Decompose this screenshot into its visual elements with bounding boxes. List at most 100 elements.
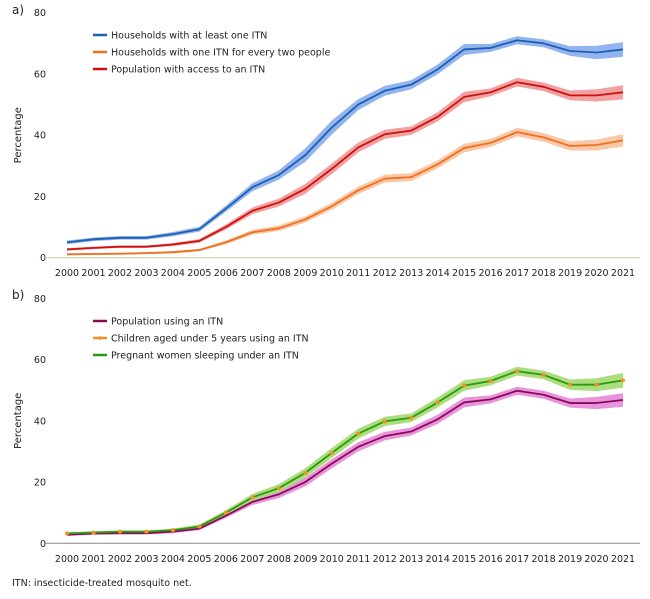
series-line-3 bbox=[66, 370, 624, 535]
x-tick-label: 2013 bbox=[399, 268, 423, 279]
data-point bbox=[541, 372, 546, 377]
panel-label: b) bbox=[12, 288, 24, 302]
y-tick-label: 40 bbox=[34, 131, 46, 142]
x-tick-label: 2011 bbox=[346, 268, 370, 279]
x-tick-label: 2016 bbox=[479, 554, 503, 565]
x-tick-label: 2017 bbox=[505, 268, 529, 279]
data-point bbox=[515, 369, 520, 374]
x-tick-label: 2018 bbox=[531, 268, 555, 279]
legend-item: Households with one ITN for every two pe… bbox=[93, 48, 330, 59]
data-point bbox=[170, 528, 175, 533]
x-tick-label: 2002 bbox=[108, 554, 132, 565]
data-point bbox=[435, 400, 440, 405]
x-tick-label: 2007 bbox=[240, 554, 264, 565]
x-tick-label: 2017 bbox=[505, 554, 529, 565]
legend-label: Population using an ITN bbox=[111, 317, 223, 328]
data-point bbox=[197, 524, 202, 529]
y-tick-label: 0 bbox=[40, 539, 46, 550]
legend-item: Population using an ITN bbox=[93, 317, 223, 328]
x-tick-label: 2005 bbox=[187, 268, 211, 279]
x-tick-label: 2019 bbox=[558, 268, 582, 279]
x-tick-label: 2001 bbox=[81, 554, 105, 565]
data-point bbox=[91, 530, 96, 535]
x-tick-label: 2021 bbox=[611, 268, 635, 279]
legend-label: Children aged under 5 years using an ITN bbox=[111, 334, 309, 345]
data-point bbox=[65, 531, 69, 536]
x-tick-label: 2003 bbox=[134, 554, 158, 565]
x-tick-label: 2015 bbox=[452, 268, 476, 279]
x-tick-label: 2005 bbox=[187, 554, 211, 565]
x-tick-label: 2009 bbox=[293, 554, 317, 565]
y-tick-label: 40 bbox=[34, 416, 46, 427]
legend-label: Households with at least one ITN bbox=[111, 31, 267, 42]
data-point bbox=[144, 529, 149, 534]
data-point bbox=[409, 415, 414, 420]
x-tick-label: 2019 bbox=[558, 554, 582, 565]
x-tick-label: 2008 bbox=[267, 554, 291, 565]
x-tick-label: 2014 bbox=[426, 268, 450, 279]
data-point bbox=[303, 470, 308, 475]
x-tick-label: 2009 bbox=[293, 268, 317, 279]
y-tick-label: 20 bbox=[34, 192, 46, 203]
series-line-1 bbox=[66, 389, 624, 536]
x-tick-label: 2015 bbox=[452, 554, 476, 565]
legend-label: Households with one ITN for every two pe… bbox=[111, 48, 330, 59]
data-point bbox=[250, 495, 255, 500]
x-tick-label: 2000 bbox=[55, 268, 79, 279]
confidence-band-2 bbox=[67, 127, 623, 256]
data-point bbox=[488, 378, 493, 383]
data-point bbox=[594, 382, 599, 387]
x-tick-label: 2001 bbox=[81, 268, 105, 279]
series-line-3 bbox=[66, 81, 624, 251]
legend-label: Pregnant women sleeping under an ITN bbox=[111, 351, 299, 362]
data-point bbox=[462, 383, 467, 388]
legend-label: Population with access to an ITN bbox=[111, 65, 265, 76]
x-tick-label: 2011 bbox=[346, 554, 370, 565]
x-tick-label: 2020 bbox=[584, 554, 608, 565]
y-tick-label: 80 bbox=[34, 8, 46, 19]
x-tick-label: 2010 bbox=[320, 554, 344, 565]
y-tick-label: 20 bbox=[34, 478, 46, 489]
x-tick-label: 2012 bbox=[373, 268, 397, 279]
x-tick-label: 2004 bbox=[161, 554, 185, 565]
series-line-1 bbox=[66, 39, 624, 244]
data-point bbox=[117, 529, 122, 534]
data-point bbox=[621, 378, 625, 383]
x-tick-label: 2007 bbox=[240, 268, 264, 279]
x-tick-label: 2014 bbox=[426, 554, 450, 565]
x-tick-label: 2020 bbox=[584, 268, 608, 279]
x-tick-label: 2010 bbox=[320, 268, 344, 279]
data-point bbox=[568, 382, 573, 387]
y-tick-label: 60 bbox=[34, 355, 46, 366]
x-tick-label: 2012 bbox=[373, 554, 397, 565]
x-tick-label: 2018 bbox=[531, 554, 555, 565]
confidence-band-3 bbox=[67, 77, 623, 251]
data-point bbox=[223, 510, 228, 515]
legend-item: Households with at least one ITN bbox=[93, 31, 267, 42]
y-tick-label: 60 bbox=[34, 69, 46, 80]
x-tick-label: 2021 bbox=[611, 554, 635, 565]
y-axis-label: Percentage bbox=[13, 107, 24, 163]
legend-item: Children aged under 5 years using an ITN bbox=[93, 334, 309, 345]
x-tick-label: 2008 bbox=[267, 268, 291, 279]
panel-label: a) bbox=[12, 3, 24, 17]
legend-item: Pregnant women sleeping under an ITN bbox=[93, 351, 299, 362]
series-line-2 bbox=[66, 131, 624, 256]
footnote: ITN: insecticide-treated mosquito net. bbox=[12, 578, 192, 589]
y-tick-label: 80 bbox=[34, 294, 46, 305]
y-tick-label: 0 bbox=[40, 253, 46, 264]
x-tick-label: 2003 bbox=[134, 268, 158, 279]
data-point bbox=[329, 450, 334, 455]
y-axis-label: Percentage bbox=[13, 393, 24, 449]
x-tick-label: 2000 bbox=[55, 554, 79, 565]
data-point bbox=[382, 419, 387, 424]
x-tick-label: 2004 bbox=[161, 268, 185, 279]
legend-marker bbox=[98, 336, 102, 340]
legend-item: Population with access to an ITN bbox=[93, 65, 265, 76]
x-tick-label: 2006 bbox=[214, 554, 238, 565]
data-point bbox=[356, 431, 361, 436]
x-tick-label: 2006 bbox=[214, 268, 238, 279]
